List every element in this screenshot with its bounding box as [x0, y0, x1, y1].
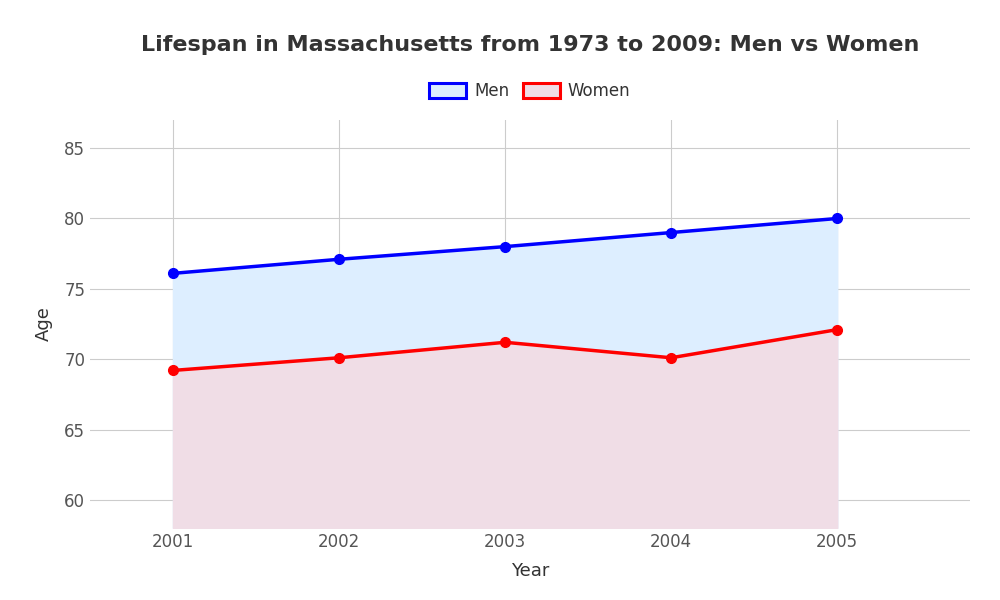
Y-axis label: Age: Age: [35, 307, 53, 341]
Legend: Men, Women: Men, Women: [423, 75, 637, 107]
Title: Lifespan in Massachusetts from 1973 to 2009: Men vs Women: Lifespan in Massachusetts from 1973 to 2…: [141, 35, 919, 55]
X-axis label: Year: Year: [511, 562, 549, 580]
